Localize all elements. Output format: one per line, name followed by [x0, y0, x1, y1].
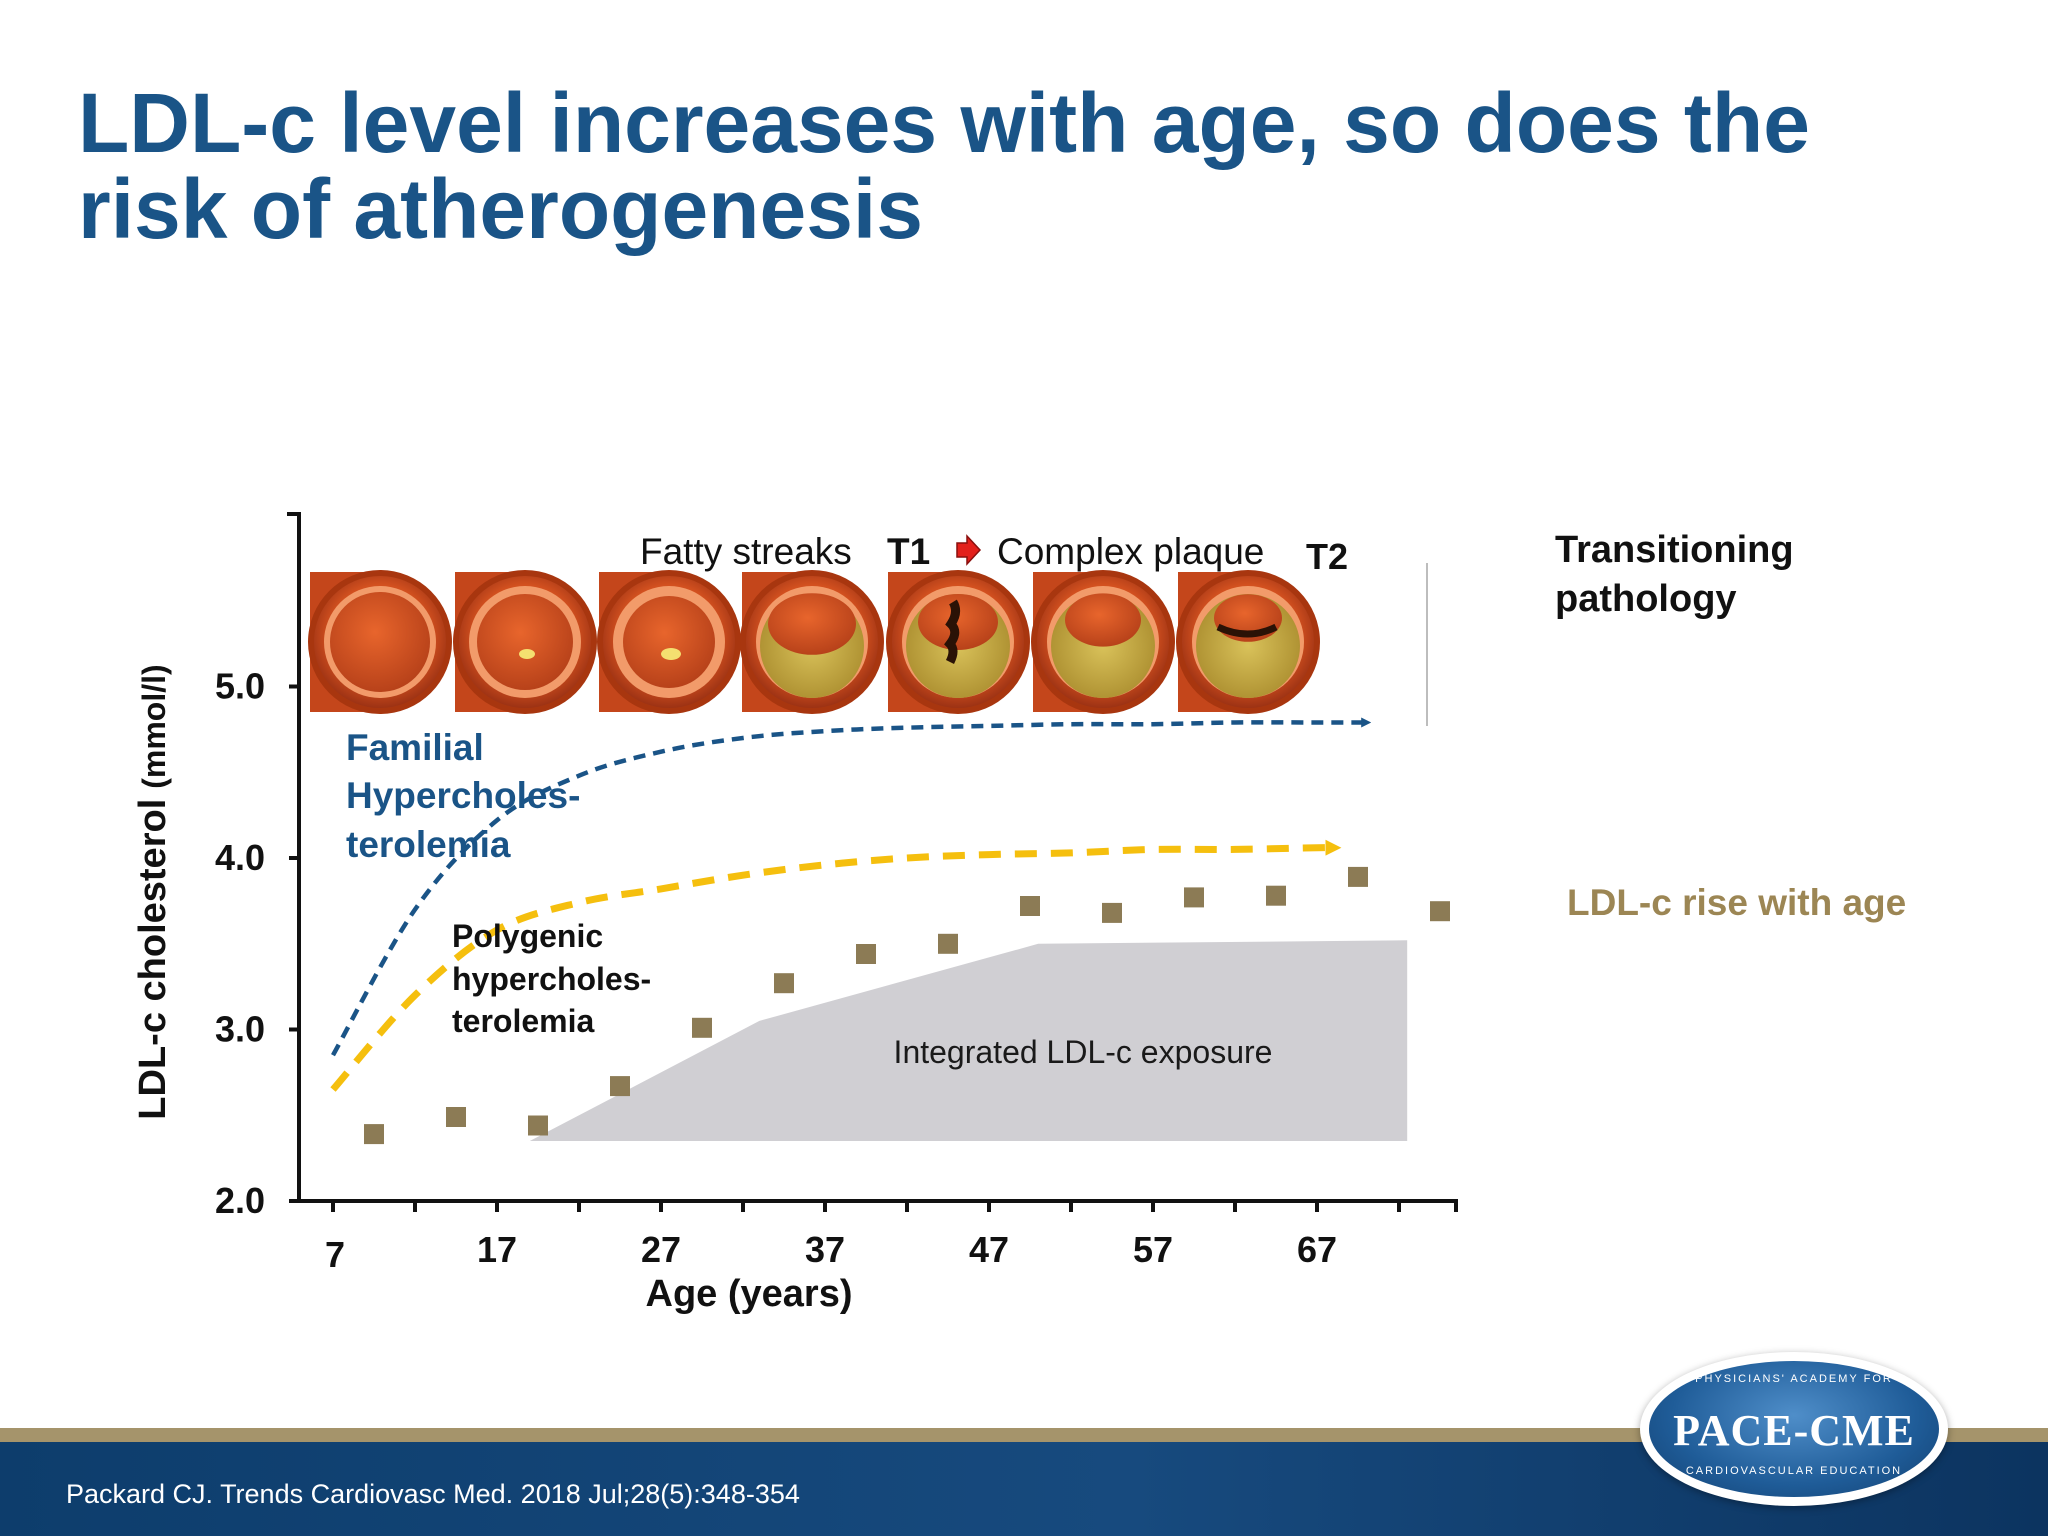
- data-marker: [1348, 866, 1368, 887]
- artery-stage-image: [308, 570, 452, 714]
- y-axis-label: LDL-c cholesterol (mmol/l): [132, 664, 174, 1119]
- artery-stage-image: [453, 570, 597, 714]
- stage-complex-plaque: Complex plaque: [997, 531, 1264, 572]
- data-marker: [364, 1124, 384, 1145]
- data-marker: [1184, 887, 1204, 908]
- logo-emblem: PHYSICIANS' ACADEMY FOR PACE-CME CARDIOV…: [1649, 1361, 1939, 1497]
- fh-label-line3: terolemia: [346, 824, 511, 865]
- logo-arc-top-text: PHYSICIANS' ACADEMY FOR: [1695, 1373, 1893, 1385]
- footer-gold-stripe: [0, 1428, 2048, 1442]
- exposure-label: Integrated LDL-c exposure: [894, 1034, 1273, 1070]
- x-tick-label: 17: [477, 1229, 517, 1270]
- artery-stage-image: [1176, 570, 1320, 714]
- progression-arrow-icon: [956, 534, 982, 566]
- data-marker: [610, 1076, 630, 1097]
- logo-arc-bottom-text: CARDIOVASCULAR EDUCATION: [1685, 1465, 1903, 1477]
- transitioning-line1: Transitioning: [1555, 529, 1794, 571]
- ldl-age-chart: Integrated LDL-c exposure 2.0 3.0 4.0 5.0 7…: [132, 512, 1906, 1315]
- transitioning-line2: pathology: [1555, 578, 1737, 620]
- data-marker: [528, 1115, 548, 1136]
- x-tick-label: 27: [641, 1229, 681, 1270]
- citation: Packard CJ. Trends Cardiovasc Med. 2018 …: [66, 1479, 800, 1509]
- polygenic-label-line3: terolemia: [452, 1003, 594, 1039]
- stage-t1: T1: [887, 531, 930, 572]
- polygenic-label-line1: Polygenic: [452, 918, 603, 954]
- pace-cme-logo: PHYSICIANS' ACADEMY FOR PACE-CME CARDIOV…: [1640, 1352, 1948, 1506]
- y-axis-label-unit: (mmol/l): [136, 664, 172, 788]
- polygenic-label-line2: hypercholes-: [452, 961, 651, 997]
- y-tick-label: 2.0: [215, 1180, 265, 1221]
- artery-stage-image: [597, 570, 741, 714]
- y-tick-label: 3.0: [215, 1009, 265, 1050]
- x-tick-label: 37: [805, 1229, 845, 1270]
- artery-cross-section-illustration: [308, 570, 1320, 714]
- y-tick-label: 5.0: [215, 666, 265, 707]
- page-title: LDL-c level increases with age, so does …: [78, 76, 1810, 256]
- logo-name: PACE-CME: [1673, 1406, 1915, 1455]
- integrated-exposure-area: [529, 940, 1408, 1141]
- artery-stage-image: [740, 570, 884, 714]
- data-marker: [1430, 901, 1450, 922]
- data-marker: [856, 944, 876, 964]
- ldl-rise-label: LDL-c rise with age: [1567, 882, 1906, 923]
- fh-label: Familial Hypercholes- terolemia: [346, 727, 591, 865]
- data-marker: [774, 973, 794, 994]
- x-tick-label: 67: [1297, 1229, 1337, 1270]
- data-marker: [692, 1017, 712, 1038]
- fh-label-line1: Familial: [346, 727, 484, 768]
- x-tick-label: 57: [1133, 1229, 1173, 1270]
- x-tick-label: 47: [969, 1229, 1009, 1270]
- fh-curve: [331, 717, 1372, 1057]
- data-marker: [446, 1107, 466, 1127]
- artery-stage-image: [886, 570, 1030, 714]
- stage-fatty-streaks: Fatty streaks: [640, 531, 852, 572]
- data-marker: [938, 933, 958, 954]
- data-marker: [1266, 885, 1286, 906]
- y-axis-label-main: LDL-c cholesterol: [132, 799, 174, 1120]
- fh-label-line2: Hypercholes-: [346, 775, 580, 816]
- x-tick-label: 7: [325, 1234, 345, 1275]
- data-marker: [1102, 902, 1122, 923]
- transitioning-pathology-label: Transitioning pathology: [1555, 529, 1804, 620]
- ldl-markers: [364, 866, 1450, 1145]
- y-tick-label: 4.0: [215, 837, 265, 878]
- polygenic-curve: [330, 839, 1342, 1092]
- polygenic-label: Polygenic hypercholes- terolemia: [452, 918, 660, 1039]
- stage-header: Fatty streaks T1: [640, 531, 930, 572]
- axes: 2.0 3.0 4.0 5.0 7 17 27 37 47 57 67: [215, 512, 1458, 1275]
- x-axis-label: Age (years): [646, 1273, 853, 1315]
- stage-t2: T2: [1306, 536, 1348, 577]
- artery-stage-image: [1031, 570, 1175, 714]
- data-marker: [1020, 896, 1040, 916]
